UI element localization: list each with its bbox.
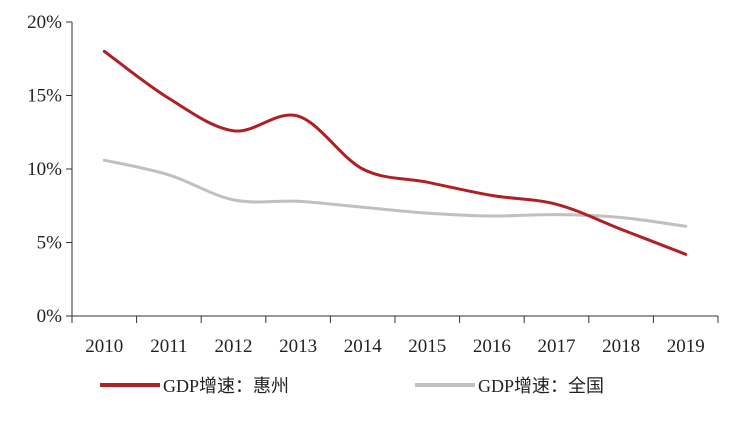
x-tick-label: 2019 — [667, 336, 705, 357]
legend-label-1: GDP增速：全国 — [478, 376, 604, 396]
y-tick-label: 20% — [27, 12, 62, 33]
x-tick-label: 2017 — [538, 336, 576, 357]
legend: GDP增速：惠州 GDP增速：全国 — [100, 376, 604, 396]
x-tick-label: 2013 — [279, 336, 317, 357]
y-tick-label: 15% — [27, 86, 62, 107]
x-tick-label: 2011 — [150, 336, 187, 357]
series-layer — [102, 49, 688, 256]
y-tick-label: 5% — [37, 233, 63, 254]
y-tick-label: 10% — [27, 159, 62, 180]
axes: 0% 5% 10% 15% 20% 2010 2011 2012 2013 2014 2015 201… — [27, 12, 719, 357]
x-tick-label: 2012 — [215, 336, 253, 357]
x-tick-label: 2010 — [85, 336, 123, 357]
x-tick-label: 2018 — [602, 336, 640, 357]
series-line-0 — [102, 49, 688, 256]
legend-label-0: GDP增速：惠州 — [163, 376, 289, 396]
x-tick-label: 2014 — [344, 336, 383, 357]
x-tick-label: 2015 — [408, 336, 446, 357]
x-tick-label: 2016 — [473, 336, 511, 357]
y-tick-label: 0% — [37, 306, 63, 327]
series-line-1 — [102, 158, 688, 228]
